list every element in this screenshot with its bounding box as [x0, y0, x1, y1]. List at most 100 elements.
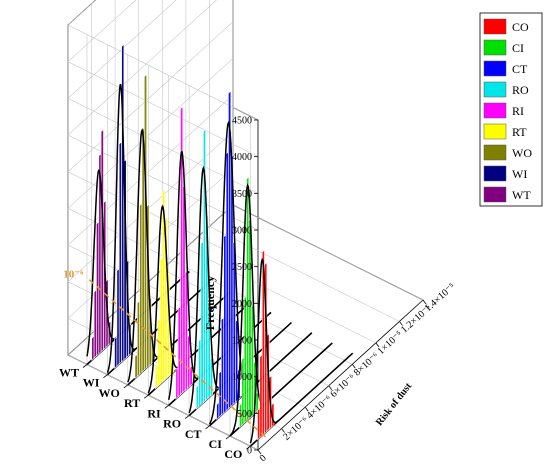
legend-swatch-ct	[483, 60, 507, 77]
chart-series-layer	[86, 43, 354, 447]
x-tick-label: 1.4×10⁻⁵	[423, 281, 458, 314]
bar	[187, 333, 191, 389]
bar	[100, 128, 104, 353]
series-wi	[106, 43, 211, 376]
y-tick-label: 4000	[232, 152, 252, 163]
bar	[118, 141, 122, 365]
legend-swatch-ri	[483, 102, 507, 119]
bar	[232, 240, 236, 405]
z-tick	[164, 405, 169, 409]
legend-label-rt: RT	[512, 125, 527, 139]
fit-curve	[127, 127, 162, 383]
x-tick-label: 6×10⁻⁶	[328, 372, 358, 400]
bar	[225, 151, 229, 412]
x-tick	[399, 321, 403, 326]
bar	[195, 384, 199, 410]
legend-swatch-rt	[483, 123, 507, 140]
bar	[255, 391, 259, 414]
grid-line-x	[91, 3, 282, 429]
bar	[144, 73, 147, 371]
category-label-ct: CT	[185, 427, 202, 441]
legend-swatch-wt	[483, 186, 507, 203]
bar	[246, 176, 250, 422]
bar	[248, 218, 252, 420]
x-tick-label: 8×10⁻⁶	[352, 350, 382, 378]
x-tick	[375, 342, 380, 348]
legend-label-ri: RI	[512, 104, 524, 118]
legend-label-ro: RO	[512, 83, 529, 97]
reference-line-layer: 10⁻⁶	[63, 269, 267, 438]
legend-label-wt: WT	[512, 188, 531, 202]
legend-label-wi: WI	[512, 167, 527, 181]
bar	[182, 184, 186, 394]
fit-curve	[167, 150, 202, 400]
bar	[93, 289, 97, 359]
x-tick	[257, 449, 262, 455]
series-wt	[86, 128, 190, 366]
y-axis-title: Frequency	[203, 276, 217, 330]
bar	[180, 105, 184, 396]
bar	[137, 300, 140, 378]
y-tick-label: 1500	[232, 336, 252, 347]
x-axis-title: Risk of dust	[374, 380, 415, 428]
bar	[162, 188, 166, 383]
z-tick	[246, 445, 251, 450]
y-tick-label: 3000	[232, 226, 252, 237]
x-tick-label: 0	[258, 453, 269, 465]
bar	[261, 249, 265, 437]
z-tick	[225, 435, 231, 440]
bar	[250, 303, 254, 418]
bar	[221, 316, 224, 416]
bar	[116, 268, 120, 367]
x-tick	[281, 428, 285, 433]
series-wo	[127, 73, 231, 386]
bar	[139, 202, 143, 375]
x-tick	[351, 364, 356, 369]
bar	[114, 336, 118, 369]
legend-swatch-ci	[483, 39, 507, 56]
legend-label-wo: WO	[512, 146, 532, 160]
category-label-ci: CI	[209, 437, 223, 451]
y-tick-label: 2500	[232, 262, 252, 273]
chart-legend: CO CI CT RO RI RT WO WI WT	[479, 12, 543, 207]
fit-curve	[147, 204, 182, 394]
bar	[218, 370, 222, 418]
category-label-wt: WT	[59, 366, 79, 380]
series-ri	[167, 105, 272, 406]
grid-line-x	[232, 0, 424, 301]
fit-curve	[249, 257, 280, 444]
y-tick-label: 500	[237, 409, 252, 420]
bar	[228, 90, 232, 410]
legend-swatch-co	[483, 18, 507, 35]
z-tick	[123, 384, 129, 389]
category-label-wi: WI	[83, 376, 100, 390]
z-tick	[184, 415, 190, 419]
bar	[259, 354, 263, 439]
bar	[203, 128, 206, 404]
y-tick-label: 2000	[232, 299, 252, 310]
series-co	[249, 249, 354, 447]
bar	[157, 317, 161, 388]
bar	[198, 338, 202, 408]
grid-line-x	[67, 25, 259, 451]
bar	[159, 256, 163, 386]
category-label-wo: WO	[99, 386, 120, 400]
bar	[155, 363, 158, 390]
bar	[205, 214, 209, 402]
category-label-ro: RO	[163, 417, 181, 431]
bar	[175, 366, 179, 400]
x-tick	[304, 406, 309, 412]
legend-swatch-ro	[483, 81, 507, 98]
bar	[177, 305, 181, 398]
y-tick-label: 0	[247, 446, 252, 457]
category-label-co: CO	[224, 447, 242, 461]
category-label-ri: RI	[147, 406, 161, 420]
bar	[216, 401, 220, 420]
y-tick-label: 3500	[232, 189, 252, 200]
legend-label-co: CO	[512, 20, 529, 34]
legend-label-ct: CT	[512, 62, 528, 76]
bar	[189, 364, 193, 387]
x-tick	[422, 299, 427, 305]
x-tick-label: 2×10⁻⁶	[281, 415, 311, 443]
